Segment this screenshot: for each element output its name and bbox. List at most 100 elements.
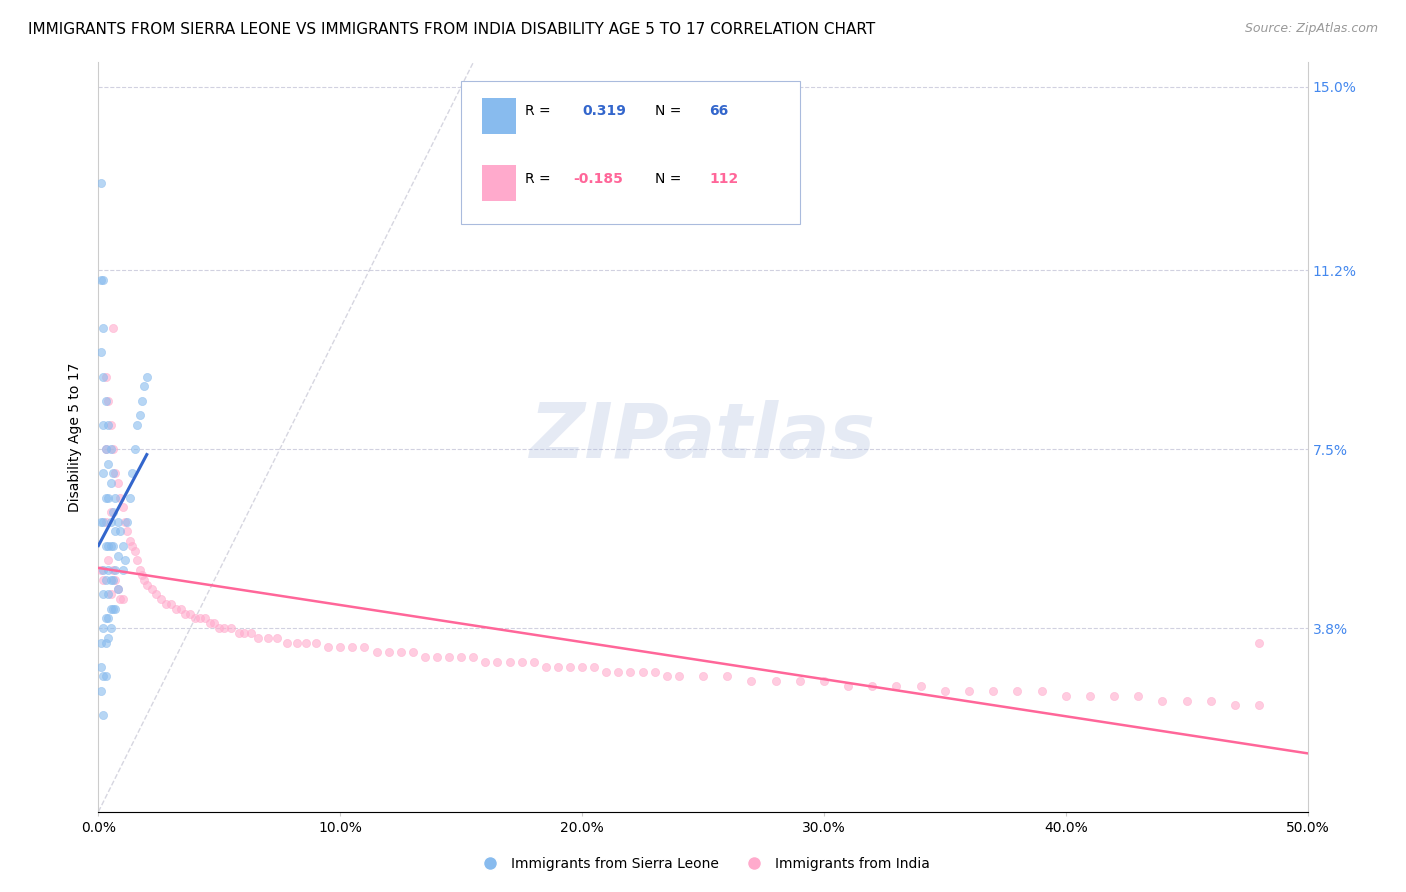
Point (474, 655, 496, 669)
Point (910, 679, 932, 693)
Text: ZIPatlas: ZIPatlas (530, 401, 876, 474)
Point (104, 563, 127, 577)
Point (94, 442, 117, 457)
Point (789, 674, 811, 689)
Point (94, 369, 117, 384)
Point (276, 635, 298, 649)
Point (366, 645, 388, 659)
Point (644, 665, 666, 679)
Point (121, 467, 143, 481)
Point (1152, 693, 1174, 707)
Point (111, 500, 134, 515)
Point (100, 417, 122, 432)
Point (94, 669, 117, 683)
Point (450, 650, 472, 665)
Point (316, 640, 339, 655)
Point (91, 467, 114, 481)
Point (631, 665, 654, 679)
Point (765, 674, 787, 689)
Point (413, 650, 436, 665)
Point (583, 659, 606, 673)
Point (1054, 689, 1077, 703)
Point (1102, 689, 1125, 703)
Text: IMMIGRANTS FROM SIERRA LEONE VS IMMIGRANTS FROM INDIA DISABILITY AGE 5 TO 17 COR: IMMIGRANTS FROM SIERRA LEONE VS IMMIGRAN… (28, 22, 876, 37)
Point (204, 616, 226, 631)
Bar (482, 165, 516, 201)
Point (91, 708, 114, 723)
Point (837, 679, 859, 693)
Point (91, 321, 114, 335)
Point (184, 611, 207, 625)
Point (111, 539, 134, 553)
Point (534, 659, 557, 673)
Point (141, 582, 163, 597)
Point (97, 611, 120, 625)
Point (437, 650, 460, 665)
Point (100, 621, 122, 635)
Point (108, 491, 131, 505)
Point (329, 640, 352, 655)
Point (285, 635, 308, 649)
Point (188, 611, 211, 625)
Point (886, 679, 908, 693)
Point (179, 607, 201, 621)
Point (1128, 689, 1150, 703)
Point (100, 587, 122, 601)
Point (155, 597, 177, 611)
Point (402, 645, 425, 659)
Point (91, 573, 114, 587)
Point (117, 515, 139, 529)
Point (91, 621, 114, 635)
Point (111, 592, 134, 607)
Point (100, 515, 122, 529)
Text: N =: N = (655, 171, 681, 186)
Point (145, 587, 167, 601)
Point (94, 635, 117, 649)
Point (165, 601, 187, 615)
Point (607, 665, 630, 679)
Point (118, 491, 141, 505)
Point (107, 582, 129, 597)
Text: R =: R = (526, 171, 551, 186)
Point (107, 515, 129, 529)
Text: Source: ZipAtlas.com: Source: ZipAtlas.com (1244, 22, 1378, 36)
Point (91, 273, 114, 287)
Point (104, 491, 127, 505)
Point (1031, 684, 1053, 698)
Point (957, 684, 980, 698)
Point (160, 597, 183, 611)
Point (90, 345, 112, 359)
Point (97, 417, 120, 432)
Point (91, 417, 114, 432)
Point (100, 442, 122, 457)
Point (90, 176, 112, 190)
Point (934, 684, 956, 698)
Point (198, 616, 221, 631)
Point (100, 505, 122, 519)
Point (232, 625, 254, 640)
Point (692, 669, 714, 683)
Point (118, 534, 141, 549)
Point (90, 563, 112, 577)
Point (128, 563, 150, 577)
Point (127, 417, 149, 432)
Point (104, 601, 127, 615)
Point (101, 505, 124, 519)
Point (108, 592, 131, 607)
Point (1078, 689, 1101, 703)
Point (97, 393, 120, 408)
Point (101, 563, 124, 577)
Point (655, 669, 678, 683)
Point (131, 567, 153, 582)
Point (121, 539, 143, 553)
Y-axis label: Disability Age 5 to 17: Disability Age 5 to 17 (69, 362, 83, 512)
Point (91, 515, 114, 529)
Point (104, 573, 127, 587)
Point (94, 491, 117, 505)
Point (558, 659, 581, 673)
Point (90, 635, 112, 649)
Point (94, 393, 117, 408)
Point (1249, 698, 1271, 713)
Point (94, 539, 117, 553)
Point (1249, 635, 1271, 649)
